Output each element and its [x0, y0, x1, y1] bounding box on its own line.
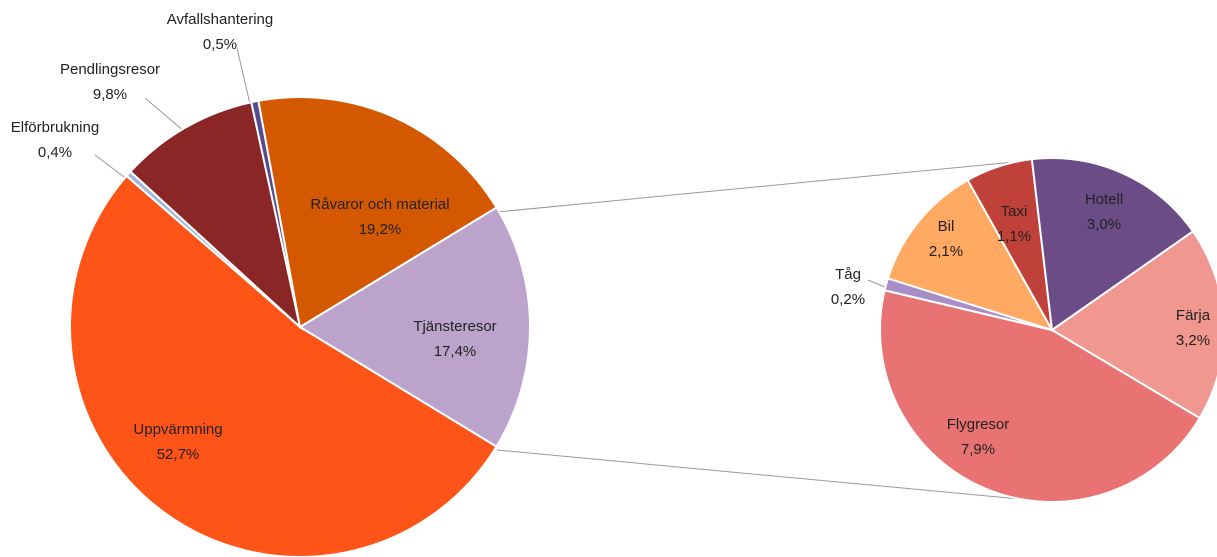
slice-label: Råvaror och material [310, 196, 449, 213]
slice-value-label: 9,8% [93, 86, 127, 103]
pie-slice [129, 101, 302, 330]
connector-line [496, 159, 1036, 213]
pie-slice [886, 178, 1055, 332]
leader-line [94, 154, 129, 181]
pie-slice [69, 174, 498, 557]
slice-value-label: 19,2% [359, 221, 402, 238]
slice-value-label: 1,1% [997, 228, 1031, 245]
slice-label: Hotell [1085, 191, 1123, 208]
pie-slice [879, 289, 1202, 503]
slice-label: Flygresor [947, 416, 1010, 433]
connector-line [496, 449, 1031, 501]
slice-label: Pendlingsresor [60, 61, 160, 78]
slice-value-label: 3,2% [1176, 332, 1210, 349]
slice-label: Uppvärmning [133, 421, 222, 438]
slice-value-label: 2,1% [929, 243, 963, 260]
slice-label: Taxi [1001, 203, 1028, 220]
slice-value-label: 52,7% [157, 446, 200, 463]
slice-value-label: 0,4% [38, 144, 72, 161]
slice-label: Avfallshantering [167, 11, 273, 28]
leader-line [236, 47, 251, 105]
slice-label: Tåg [835, 266, 861, 283]
slice-label: Färja [1176, 307, 1211, 324]
slice-value-label: 17,4% [434, 343, 477, 360]
slice-value-label: 0,5% [203, 36, 237, 53]
slice-value-label: 7,9% [961, 441, 995, 458]
slice-label: Elförbrukning [11, 119, 99, 136]
pie-slice [1030, 157, 1195, 332]
pie-slice [1050, 229, 1217, 420]
slice-label: Bil [938, 218, 955, 235]
leader-line [144, 97, 186, 133]
pie-slice [298, 206, 531, 449]
pie-slice [257, 96, 498, 329]
leader-line [867, 279, 886, 288]
slice-value-label: 0,2% [831, 291, 865, 308]
slice-label: Tjänsteresor [413, 318, 496, 335]
slice-value-label: 3,0% [1087, 216, 1121, 233]
